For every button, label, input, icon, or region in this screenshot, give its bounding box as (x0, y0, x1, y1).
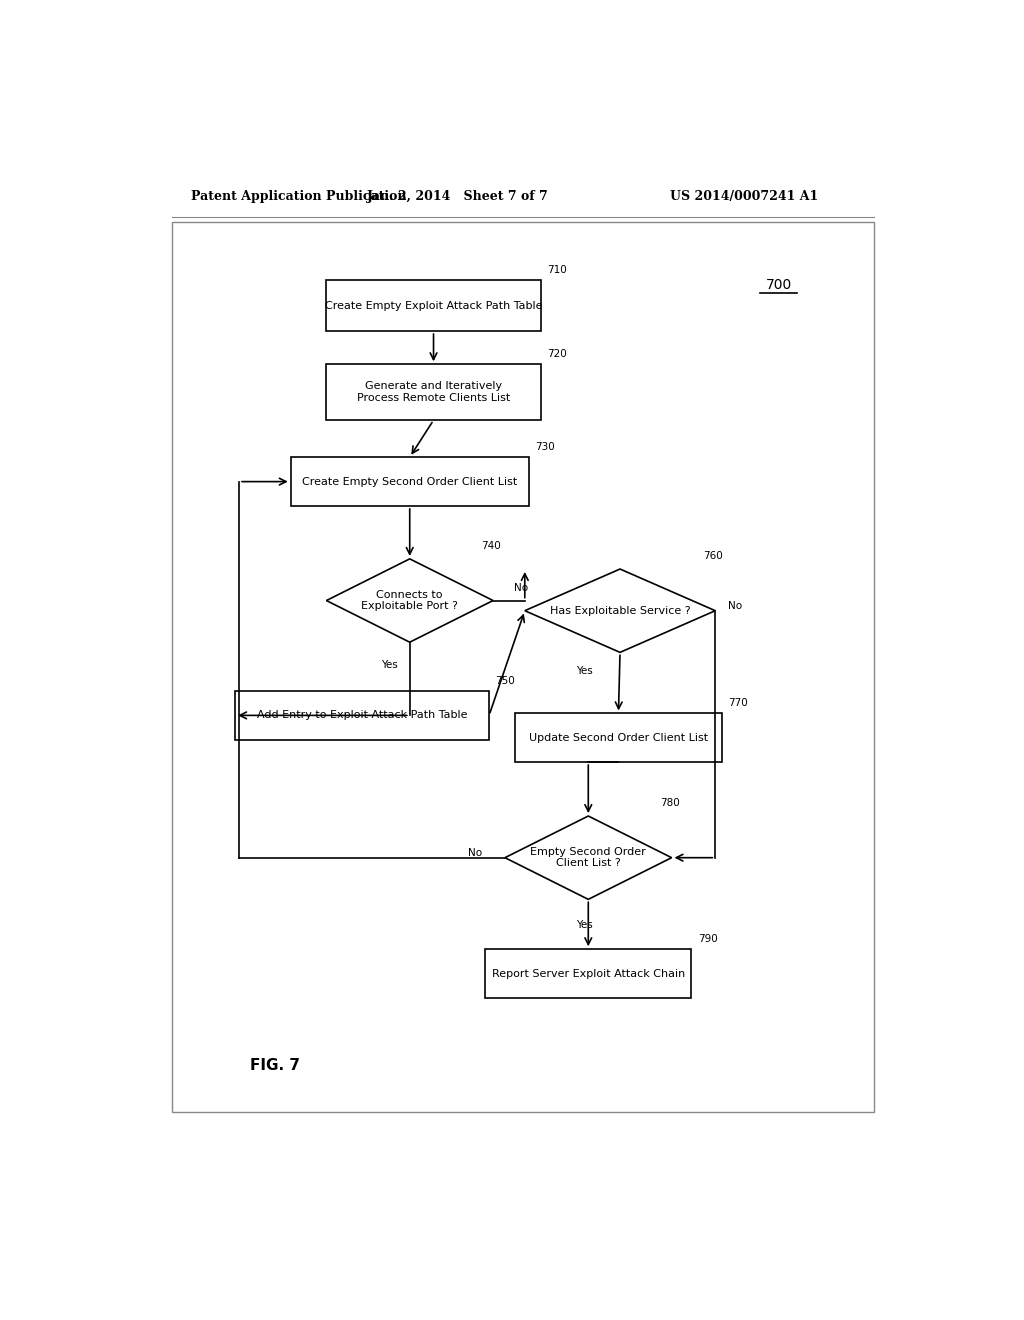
Text: No: No (514, 583, 528, 593)
Text: 720: 720 (547, 348, 566, 359)
Text: 770: 770 (728, 698, 748, 709)
Text: Update Second Order Client List: Update Second Order Client List (528, 733, 708, 743)
Text: 780: 780 (659, 797, 680, 808)
FancyBboxPatch shape (327, 364, 541, 420)
Polygon shape (505, 816, 672, 899)
FancyBboxPatch shape (236, 690, 489, 739)
Text: Generate and Iteratively
Process Remote Clients List: Generate and Iteratively Process Remote … (357, 381, 510, 403)
Text: 710: 710 (547, 265, 566, 276)
Text: 700: 700 (766, 279, 792, 293)
FancyBboxPatch shape (172, 223, 874, 1111)
Text: 750: 750 (496, 676, 515, 686)
Polygon shape (524, 569, 715, 652)
Text: Empty Second Order
Client List ?: Empty Second Order Client List ? (530, 847, 646, 869)
Text: Create Empty Exploit Attack Path Table: Create Empty Exploit Attack Path Table (325, 301, 543, 310)
FancyBboxPatch shape (291, 457, 528, 506)
Text: 790: 790 (697, 935, 718, 944)
FancyBboxPatch shape (485, 949, 691, 998)
FancyBboxPatch shape (515, 713, 722, 762)
Text: No: No (468, 847, 482, 858)
Text: No: No (728, 601, 742, 611)
Text: Yes: Yes (382, 660, 398, 669)
Text: US 2014/0007241 A1: US 2014/0007241 A1 (670, 190, 818, 202)
Text: Connects to
Exploitable Port ?: Connects to Exploitable Port ? (361, 590, 458, 611)
Text: Has Exploitable Service ?: Has Exploitable Service ? (550, 606, 690, 615)
Text: Report Server Exploit Attack Chain: Report Server Exploit Attack Chain (492, 969, 685, 978)
Text: FIG. 7: FIG. 7 (250, 1057, 300, 1073)
Text: Create Empty Second Order Client List: Create Empty Second Order Client List (302, 477, 517, 487)
Text: Yes: Yes (575, 665, 593, 676)
Text: 740: 740 (481, 541, 501, 550)
Text: Patent Application Publication: Patent Application Publication (191, 190, 407, 202)
Text: 760: 760 (703, 550, 723, 561)
FancyBboxPatch shape (327, 280, 541, 331)
Text: Jan. 2, 2014   Sheet 7 of 7: Jan. 2, 2014 Sheet 7 of 7 (367, 190, 548, 202)
Text: Yes: Yes (575, 920, 593, 929)
Text: 730: 730 (536, 442, 555, 453)
Polygon shape (327, 558, 494, 643)
Text: Add Entry to Exploit Attack Path Table: Add Entry to Exploit Attack Path Table (257, 710, 467, 721)
